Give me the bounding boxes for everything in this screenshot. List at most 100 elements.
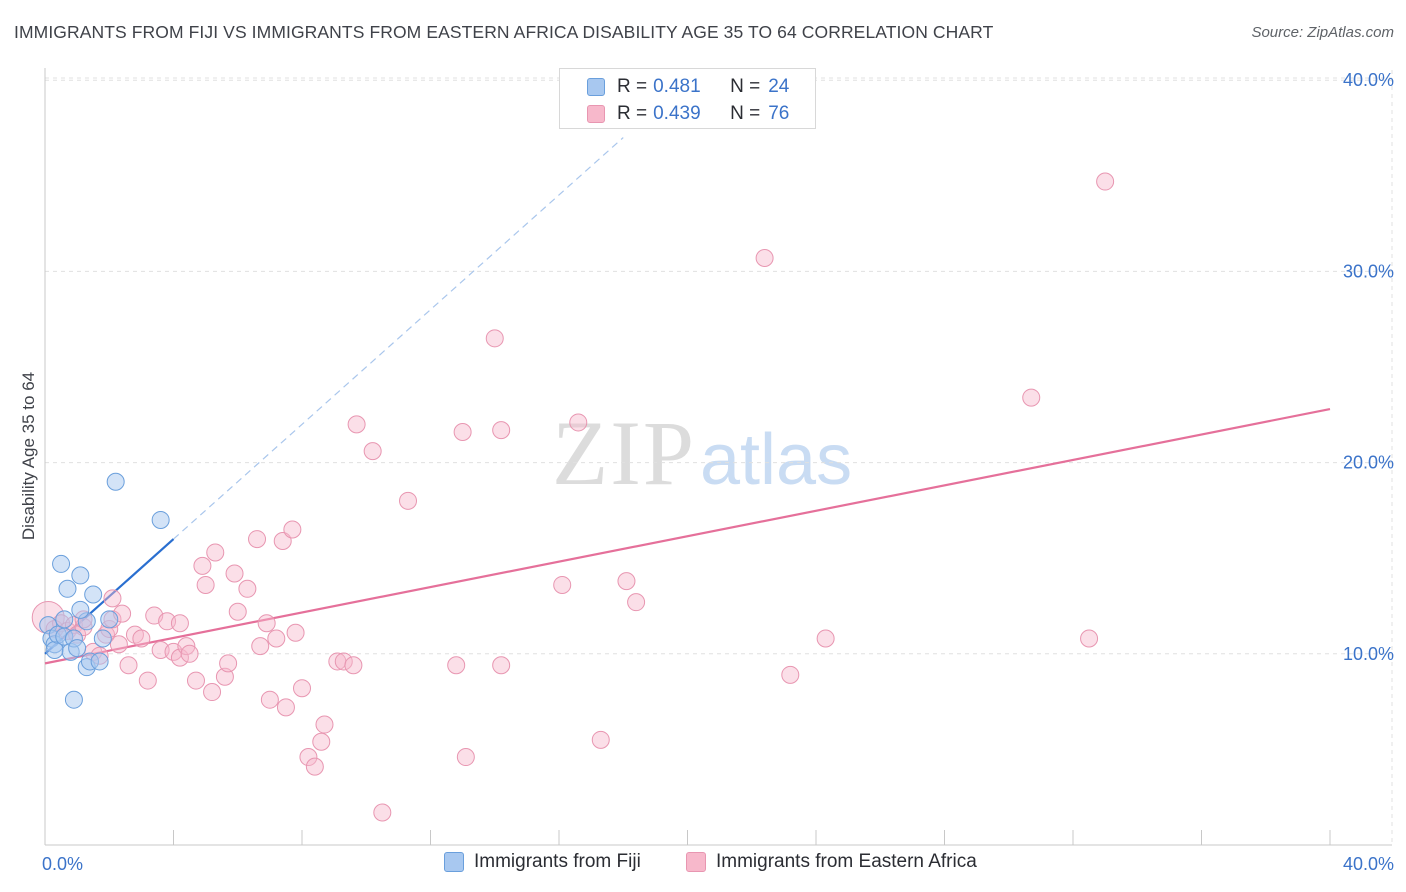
source-credit: Source: ZipAtlas.com — [1251, 24, 1394, 41]
eastern-africa-point — [347, 415, 366, 434]
eastern-africa-point — [485, 329, 504, 348]
eastern-africa-point — [312, 732, 331, 751]
n-label: N = — [730, 76, 761, 97]
eastern-africa-trend-line — [44, 407, 1331, 665]
eastern-africa-point — [206, 543, 225, 562]
eastern-africa-n-value: 76 — [768, 103, 790, 124]
eastern-africa-point — [180, 644, 199, 663]
legend-row-eastern-africa: R = 0.439 N = 76 — [560, 101, 789, 127]
eastern-africa-point — [103, 589, 122, 608]
eastern-africa-point — [299, 748, 318, 767]
eastern-africa-point — [315, 715, 334, 734]
correlation-legend: R = 0.481 N = 24 R = 0.439 N = 76 — [559, 68, 816, 129]
gridlines — [45, 70, 1393, 845]
eastern-africa-point — [238, 579, 257, 598]
y-tick-label: 40.0% — [1343, 70, 1394, 90]
eastern-africa-point — [186, 671, 205, 690]
eastern-africa-point — [363, 442, 382, 461]
eastern-africa-point — [456, 748, 475, 767]
eastern-africa-point — [755, 249, 774, 268]
eastern-africa-point — [569, 413, 588, 432]
eastern-africa-swatch — [587, 105, 605, 123]
x-tick-label: 0.0% — [42, 854, 83, 874]
fiji-point — [64, 690, 83, 709]
fiji-point — [84, 585, 103, 604]
fiji-trend-extension — [173, 137, 624, 540]
eastern-africa-point — [447, 656, 466, 675]
eastern-africa-point — [1080, 629, 1099, 648]
eastern-africa-point — [109, 635, 128, 654]
fiji-point — [58, 579, 77, 598]
eastern-africa-point — [170, 614, 189, 633]
fiji-point — [151, 510, 170, 529]
eastern-africa-point — [492, 421, 511, 440]
eastern-africa-point — [492, 656, 511, 675]
y-tick-label: 10.0% — [1343, 644, 1394, 664]
fiji-point — [71, 600, 90, 619]
fiji-n-value: 24 — [768, 76, 790, 97]
eastern-africa-point — [591, 730, 610, 749]
eastern-africa-point — [305, 757, 324, 776]
fiji-point — [71, 566, 90, 585]
chart-title: IMMIGRANTS FROM FIJI VS IMMIGRANTS FROM … — [14, 22, 994, 42]
fiji-legend-label: Immigrants from Fiji — [474, 851, 641, 872]
eastern-africa-point — [1022, 388, 1041, 407]
fiji-point — [93, 629, 112, 648]
eastern-africa-r-value: 0.439 — [653, 103, 701, 124]
eastern-africa-point — [119, 656, 138, 675]
fiji-point — [100, 610, 119, 629]
eastern-africa-point — [293, 679, 311, 698]
n-label: N = — [730, 103, 761, 124]
eastern-africa-point — [373, 803, 392, 822]
eastern-africa-legend-swatch — [686, 852, 706, 872]
eastern-africa-point — [553, 575, 572, 594]
y-tick-label: 30.0% — [1343, 261, 1394, 281]
eastern-africa-point — [219, 654, 238, 673]
eastern-africa-point — [267, 629, 286, 648]
eastern-africa-point — [617, 572, 636, 591]
fiji-point — [68, 639, 87, 658]
y-tick-label: 20.0% — [1343, 453, 1394, 473]
series-fiji-points — [39, 472, 170, 709]
fiji-point — [55, 610, 74, 629]
eastern-africa-point — [399, 491, 418, 510]
eastern-africa-point — [260, 690, 279, 709]
eastern-africa-point — [1096, 172, 1115, 191]
tick-labels: 10.0% 20.0% 30.0% 40.0% 0.0% 40.0% — [42, 70, 1394, 874]
fiji-point — [90, 652, 109, 671]
eastern-africa-legend-label: Immigrants from Eastern Africa — [716, 851, 977, 872]
eastern-africa-point — [225, 564, 244, 583]
eastern-africa-point — [276, 698, 295, 717]
fiji-point — [106, 472, 125, 491]
eastern-africa-point — [627, 593, 646, 612]
eastern-africa-point — [283, 520, 302, 539]
r-label: R = — [617, 76, 648, 97]
eastern-africa-point — [453, 423, 472, 442]
eastern-africa-point — [286, 623, 305, 642]
bottom-legend-eastern-africa[interactable]: Immigrants from Eastern Africa — [686, 851, 977, 873]
eastern-africa-point — [344, 656, 363, 675]
fiji-r-value: 0.481 — [653, 76, 701, 97]
x-tick-label: 40.0% — [1343, 854, 1394, 874]
fiji-swatch — [587, 78, 605, 96]
eastern-africa-point — [132, 629, 151, 648]
eastern-africa-point — [257, 614, 276, 633]
legend-row-fiji: R = 0.481 N = 24 — [560, 74, 789, 100]
axes — [44, 68, 1392, 846]
eastern-africa-point — [215, 667, 234, 686]
eastern-africa-point — [203, 683, 222, 702]
series-eastern-africa-points — [31, 172, 1115, 822]
eastern-africa-point — [228, 602, 247, 621]
eastern-africa-point — [193, 556, 212, 575]
trend-lines — [44, 137, 1331, 665]
r-label: R = — [617, 103, 648, 124]
bottom-legend-fiji[interactable]: Immigrants from Fiji — [444, 851, 641, 873]
eastern-africa-point — [138, 671, 157, 690]
eastern-africa-point — [273, 531, 292, 550]
fiji-legend-swatch — [444, 852, 464, 872]
eastern-africa-point — [170, 648, 189, 667]
eastern-africa-point — [816, 629, 835, 648]
eastern-africa-point — [248, 530, 267, 549]
fiji-point — [52, 554, 71, 573]
